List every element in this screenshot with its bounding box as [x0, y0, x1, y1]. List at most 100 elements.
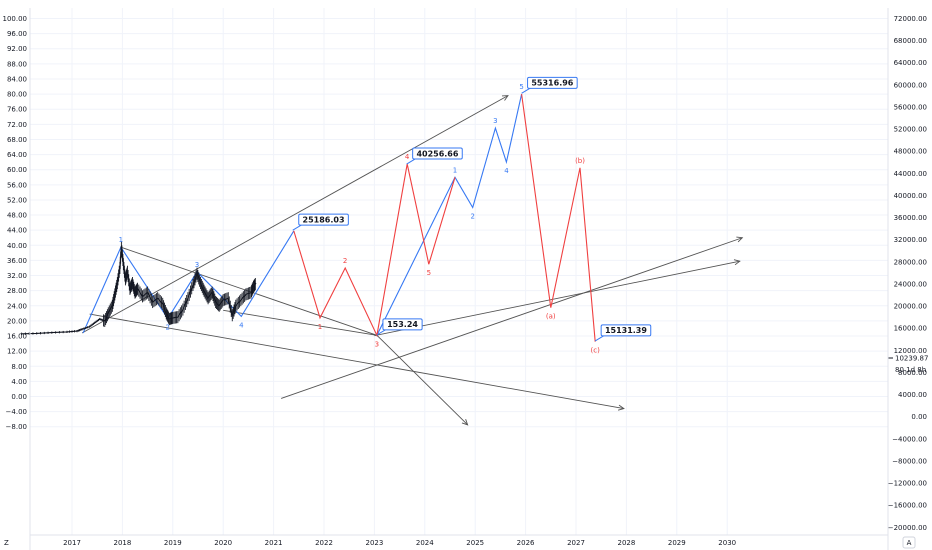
red-wave-line — [293, 163, 456, 338]
right-tick-label: 64000.00 — [894, 59, 927, 67]
x-tick-label: 2022 — [315, 539, 333, 547]
trend-line — [374, 260, 740, 337]
red-wave-label: 1 — [318, 323, 322, 331]
left-tick-label: 68.00 — [7, 136, 27, 144]
trend-arrow-head — [617, 404, 625, 411]
trend-line — [120, 246, 378, 336]
right-tick-label: 24000.00 — [894, 280, 927, 288]
left-tick-label: 60.00 — [7, 166, 27, 174]
trend-arrow-head — [461, 419, 469, 426]
blue-wave-line — [376, 93, 523, 336]
left-tick-label: 84.00 — [7, 75, 27, 83]
x-tick-label: 2027 — [567, 539, 585, 547]
right-tick-label: −4000.00 — [892, 435, 927, 443]
x-tick-label: 2017 — [63, 539, 81, 547]
left-tick-label: 72.00 — [7, 121, 27, 129]
left-tick-label: 64.00 — [7, 151, 27, 159]
callout-box — [600, 324, 652, 337]
price-series — [21, 241, 257, 335]
left-tick-label: 48.00 — [7, 212, 27, 220]
callout-value: 25186.03 — [303, 215, 345, 224]
left-tick-label: 100.00 — [3, 15, 28, 23]
left-tick-label: 4.00 — [11, 378, 27, 386]
trend-line — [89, 313, 624, 410]
left-tick-label: 92.00 — [7, 45, 27, 53]
right-tick-label: 36000.00 — [894, 214, 927, 222]
right-tick-label: 28000.00 — [894, 258, 927, 266]
blue-wave-label: 2 — [166, 324, 170, 332]
right-tick-label: 16000.00 — [894, 325, 927, 333]
right-tick-label: 4000.00 — [898, 391, 927, 399]
current-price-label: 10239.87 — [895, 355, 928, 363]
right-tick-label: 72000.00 — [894, 15, 927, 23]
corner-left-label: Z — [4, 539, 9, 547]
callout-box — [527, 76, 578, 89]
x-tick-label: 2024 — [416, 539, 434, 547]
left-tick-label: 80.00 — [7, 91, 27, 99]
red-wave-line — [521, 94, 596, 342]
right-tick-label: −20000.00 — [888, 524, 927, 532]
right-tick-label: 12000.00 — [894, 347, 927, 355]
trend-arrow-head — [736, 236, 744, 243]
left-tick-label: 20.00 — [7, 317, 27, 325]
x-tick-label: 2030 — [718, 539, 736, 547]
callout-value: 40256.66 — [416, 149, 458, 158]
axes-layer: 100.00 96.00 92.00 88.00 84.00 80.00 76.00 72.0… — [3, 8, 928, 550]
red-wave-label: (b) — [575, 157, 585, 165]
x-tick-label: 2029 — [668, 539, 686, 547]
right-tick-label: 44000.00 — [894, 170, 927, 178]
blue-wave-label: 3 — [195, 261, 199, 269]
red-wave-label: 2 — [343, 257, 347, 265]
blue-wave-label: 1 — [119, 236, 123, 244]
left-tick-label: 8.00 — [11, 363, 27, 371]
price-callouts: 25186.03 40256.66 55316.96 153.24 15131.39 — [292, 76, 652, 342]
red-wave-label: 4 — [405, 153, 410, 161]
red-wave-label: (c) — [590, 347, 600, 355]
auto-scale-button-frame — [902, 536, 916, 549]
right-tick-label: 40000.00 — [894, 192, 927, 200]
left-tick-label: 88.00 — [7, 60, 27, 68]
countdown-label: 80 1d 8h — [895, 366, 926, 374]
left-tick-label: 28.00 — [7, 287, 27, 295]
right-tick-label: 52000.00 — [894, 126, 927, 134]
blue-wave-label: 4 — [504, 167, 509, 175]
callout-box — [412, 147, 463, 160]
right-tick-label: −16000.00 — [888, 502, 927, 510]
left-tick-label: 12.00 — [7, 348, 27, 356]
blue-wave-label: 4 — [239, 321, 244, 329]
left-tick-label: 24.00 — [7, 302, 27, 310]
trend-line — [81, 95, 509, 334]
callout-value: 153.24 — [387, 320, 418, 329]
x-tick-label: 2020 — [214, 539, 232, 547]
left-tick-label: 76.00 — [7, 106, 27, 114]
x-tick-label: 2028 — [617, 539, 635, 547]
right-tick-label: 20000.00 — [894, 303, 927, 311]
x-tick-label: 2018 — [113, 539, 131, 547]
right-tick-label: 60000.00 — [894, 81, 927, 89]
left-tick-label: −8.00 — [6, 423, 27, 431]
left-tick-label: 96.00 — [7, 30, 27, 38]
left-tick-label: 40.00 — [7, 242, 27, 250]
red-wave-label: 3 — [375, 340, 379, 348]
callout-value: 55316.96 — [531, 79, 573, 88]
left-tick-label: 0.00 — [11, 393, 27, 401]
trend-lines — [81, 95, 744, 426]
red-wave-label: 5 — [427, 269, 431, 277]
left-tick-label: 36.00 — [7, 257, 27, 265]
x-tick-label: 2026 — [517, 539, 535, 547]
blue-wave-line — [82, 230, 295, 334]
left-tick-label: 52.00 — [7, 196, 27, 204]
right-tick-label: −12000.00 — [888, 480, 927, 488]
trend-line — [281, 237, 743, 399]
blue-wave-label: 5 — [519, 83, 523, 91]
grid-layer — [30, 8, 888, 535]
blue-wave-label: 3 — [493, 117, 497, 125]
left-tick-label: −4.00 — [6, 408, 27, 416]
red-wave-label: (a) — [546, 313, 556, 321]
x-tick-label: 2019 — [164, 539, 182, 547]
right-tick-label: 32000.00 — [894, 236, 927, 244]
blue-wave-label: 2 — [470, 213, 474, 221]
x-tick-label: 2021 — [265, 539, 283, 547]
right-tick-label: 0.00 — [911, 413, 927, 421]
